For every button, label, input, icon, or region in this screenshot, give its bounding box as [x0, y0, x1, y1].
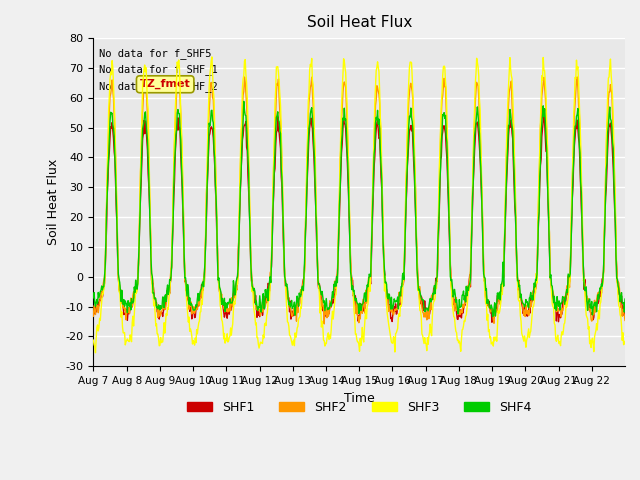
Text: TZ_fmet: TZ_fmet	[140, 79, 191, 89]
Y-axis label: Soil Heat Flux: Soil Heat Flux	[47, 159, 60, 245]
Text: No data for f_SHF5: No data for f_SHF5	[99, 48, 211, 59]
Text: No data for f_SHF_1: No data for f_SHF_1	[99, 64, 218, 75]
Title: Soil Heat Flux: Soil Heat Flux	[307, 15, 412, 30]
Text: No data for f_SHF_2: No data for f_SHF_2	[99, 81, 218, 92]
X-axis label: Time: Time	[344, 392, 374, 405]
Legend: SHF1, SHF2, SHF3, SHF4: SHF1, SHF2, SHF3, SHF4	[182, 396, 536, 419]
